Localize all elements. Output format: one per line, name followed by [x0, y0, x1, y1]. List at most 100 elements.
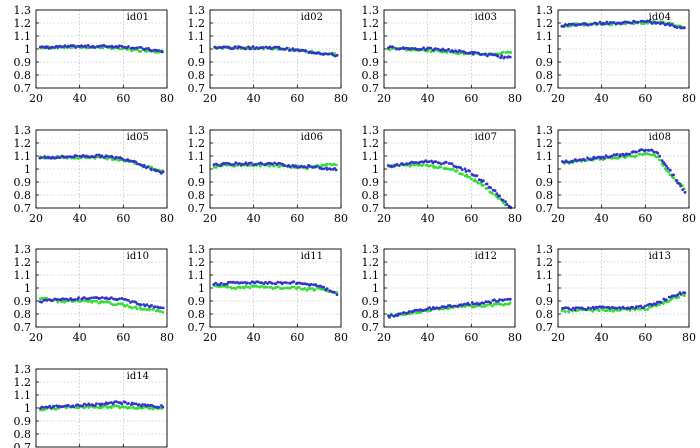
data-point-blue [460, 168, 464, 172]
data-point-green [143, 307, 146, 311]
data-point-blue [247, 45, 250, 49]
data-point-blue [399, 47, 403, 50]
y-tick-label: 1.1 [536, 150, 554, 163]
x-tick-label: 40 [73, 212, 87, 225]
data-point-blue [421, 309, 425, 312]
panel-label: id13 [649, 251, 671, 262]
data-point-blue [274, 282, 278, 285]
y-tick-label: 0.8 [14, 189, 32, 202]
y-tick-label: 1 [198, 282, 205, 295]
data-point-green [161, 310, 165, 314]
data-point-blue [140, 163, 144, 167]
panel-label: id05 [127, 132, 149, 143]
data-point-blue [626, 152, 629, 156]
data-point-blue [127, 299, 130, 302]
y-tick-label: 1 [24, 282, 31, 295]
data-point-blue [621, 21, 624, 25]
data-point-blue [114, 155, 118, 159]
data-point-blue [644, 304, 647, 308]
data-point-blue [664, 298, 668, 302]
data-point-blue [115, 400, 118, 403]
data-point-blue [98, 296, 102, 300]
data-point-blue [615, 152, 619, 156]
data-point-blue [679, 184, 682, 188]
data-point-blue [120, 402, 124, 406]
data-point-blue [161, 170, 165, 174]
data-point-blue [389, 313, 393, 317]
data-point-blue [88, 297, 91, 300]
y-tick-label: 1.1 [14, 389, 32, 402]
plot-frame [383, 9, 516, 89]
data-point-blue [390, 165, 394, 169]
data-point-blue [434, 160, 438, 164]
data-point-green [421, 163, 425, 166]
data-point-green [646, 307, 650, 311]
data-point-blue [74, 46, 78, 49]
data-point-green [509, 51, 512, 54]
data-point-blue [228, 46, 232, 50]
panel-id12: 20 40 60 80 0.70.80.911.11.21.3 id12 [362, 243, 523, 344]
data-point-blue [83, 402, 86, 406]
data-point-green [640, 22, 643, 25]
y-tick-label: 0.7 [362, 82, 380, 95]
data-point-blue [66, 403, 70, 407]
data-point-blue [294, 48, 298, 51]
data-point-green [148, 308, 152, 312]
data-point-blue [605, 20, 609, 24]
data-point-green [139, 307, 143, 311]
y-tick-label: 1.2 [362, 137, 380, 150]
data-point-blue [630, 21, 634, 25]
data-point-green [476, 181, 480, 185]
y-tick-label: 0.9 [188, 176, 206, 189]
x-tick-label: 40 [595, 92, 609, 105]
data-point-blue [212, 283, 216, 286]
data-point-green [480, 305, 484, 308]
data-point-green [501, 201, 505, 205]
data-point-green [269, 285, 273, 289]
x-tick-label: 20 [29, 331, 43, 344]
data-point-green [145, 308, 149, 311]
y-tick-label: 0.7 [14, 82, 32, 95]
data-point-blue [407, 310, 411, 313]
data-point-blue [219, 281, 223, 285]
data-point-blue [241, 281, 245, 285]
y-tick-label: 1.1 [188, 30, 206, 43]
data-point-blue [315, 284, 318, 288]
y-tick-label: 1.1 [362, 269, 380, 282]
data-point-blue [500, 54, 504, 58]
data-point-blue [102, 44, 106, 47]
y-tick-label: 1.1 [14, 30, 32, 43]
data-point-blue [589, 307, 593, 310]
y-tick-label: 1.3 [14, 124, 32, 137]
data-point-blue [45, 299, 49, 302]
data-point-blue [562, 25, 566, 28]
y-tick-label: 0.9 [14, 176, 32, 189]
x-tick-label: 40 [73, 331, 87, 344]
data-point-blue [118, 297, 121, 301]
data-point-blue [288, 48, 292, 52]
data-point-green [111, 303, 115, 307]
data-point-blue [238, 162, 241, 165]
y-tick-label: 0.8 [14, 308, 32, 321]
data-point-blue [107, 45, 111, 48]
data-point-blue [619, 306, 622, 310]
x-tick-label: 20 [29, 92, 43, 105]
data-point-green [414, 311, 418, 315]
plot-frame [209, 9, 342, 89]
data-point-blue [107, 401, 111, 405]
x-tick-label: 80 [160, 331, 174, 344]
data-point-green [418, 163, 421, 167]
data-point-green [649, 153, 653, 157]
data-point-blue [636, 20, 640, 24]
data-point-blue [254, 162, 258, 166]
data-point-blue [292, 280, 296, 284]
y-tick-label: 1 [24, 163, 31, 176]
data-point-blue [139, 303, 143, 307]
data-point-green [455, 169, 459, 173]
data-point-blue [107, 155, 111, 159]
data-point-blue [50, 45, 54, 49]
x-tick-label: 60 [290, 212, 304, 225]
data-point-blue [404, 46, 408, 50]
data-point-blue [444, 305, 448, 309]
y-tick-label: 0.9 [14, 56, 32, 69]
